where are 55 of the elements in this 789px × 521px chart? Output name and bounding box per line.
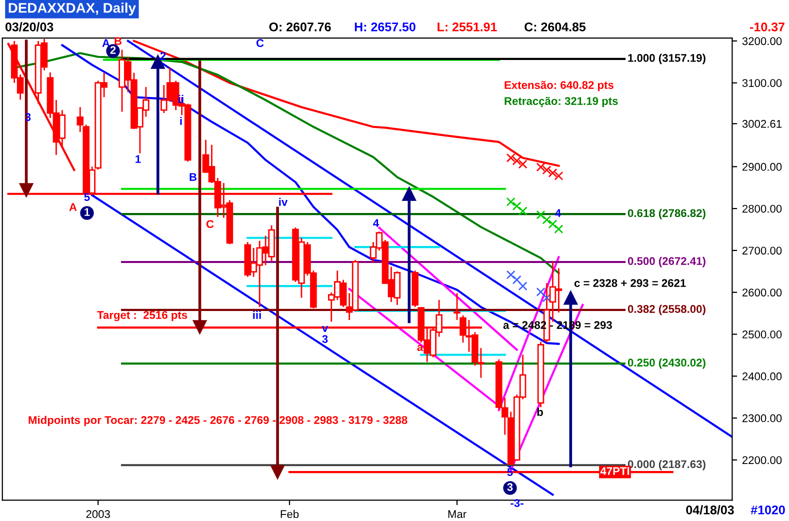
annotation: a xyxy=(417,344,424,351)
series-label: 1.000 (3157.19) xyxy=(628,54,706,64)
annotation: 47PTI xyxy=(600,467,630,475)
annotation: C xyxy=(206,220,214,228)
x-tick-label: Feb xyxy=(280,510,299,518)
series-label: 0.000 (2187.63) xyxy=(628,460,706,470)
annotation: b xyxy=(537,408,543,416)
annotation: c = 2328 + 293 = 2621 xyxy=(574,279,686,287)
annotation: A xyxy=(69,203,77,211)
series-label: 0.382 (2558.00) xyxy=(628,304,706,316)
annotation: iii xyxy=(253,310,261,319)
series-label: 0.250 (2430.02) xyxy=(628,358,706,369)
y-tick-label: 2400.00 xyxy=(742,372,782,380)
series-label: 0.618 (2786.82) xyxy=(628,208,706,220)
text: #1020 xyxy=(750,506,785,514)
annotation: 1 xyxy=(84,208,90,216)
y-tick-label: 2600.00 xyxy=(742,288,782,296)
y-tick-label: 2800.00 xyxy=(742,204,782,213)
annotation: 1 xyxy=(136,155,141,163)
annotation: 4 xyxy=(373,219,380,227)
y-tick-label: 2500.00 xyxy=(742,330,782,338)
y-tick-label: 3200.00 xyxy=(742,37,782,46)
x-tick-label: Mar xyxy=(448,510,466,518)
y-tick-label: 2700.00 xyxy=(742,246,782,255)
annotation: B xyxy=(114,37,122,45)
y-tick-label: 2300.00 xyxy=(742,414,782,422)
y-tick-label: 2900.00 xyxy=(742,162,782,171)
annotation: Target : 2516 pts xyxy=(97,311,188,322)
annotation: 4 xyxy=(555,209,562,217)
annotation: Midpoints por Tocar: 2279 - 2425 - 2676 - 2769 - 2908 - 2983 - 3179 - 3288 xyxy=(28,416,408,426)
annotation: -3- xyxy=(510,499,524,507)
annotation: iv xyxy=(279,198,288,206)
annotation: 3 xyxy=(322,335,328,343)
text: O: 2607.76 xyxy=(269,22,331,32)
annotation: 5 xyxy=(507,468,513,476)
y-tick-label: 3100.00 xyxy=(742,79,782,87)
chart-title: DEDAXXDAX, Daily xyxy=(8,2,136,16)
x-tick-label: 2003 xyxy=(86,510,110,518)
annotation: 3 xyxy=(507,483,513,491)
annotation: i xyxy=(180,116,182,125)
text: H: 2657.50 xyxy=(354,22,416,32)
series-label: 0.500 (2672.41) xyxy=(628,256,706,268)
annotation: B xyxy=(190,173,197,181)
y-tick-label: 3002.61 xyxy=(742,120,782,128)
text: -10.37 xyxy=(750,22,784,32)
text: L: 2551.91 xyxy=(438,22,497,32)
annotation: Retracção: 321.19 pts xyxy=(504,96,618,108)
y-tick-label: 2200.00 xyxy=(742,456,782,464)
annotation: Extensão: 640.82 pts xyxy=(504,80,614,92)
annotation: C xyxy=(256,39,264,47)
text: 03/20/03 xyxy=(5,22,54,32)
annotation: 5 xyxy=(84,193,90,201)
text: C: 2604.85 xyxy=(524,22,586,32)
text: 04/18/03 xyxy=(686,505,734,514)
annotation: 2 xyxy=(110,46,116,54)
